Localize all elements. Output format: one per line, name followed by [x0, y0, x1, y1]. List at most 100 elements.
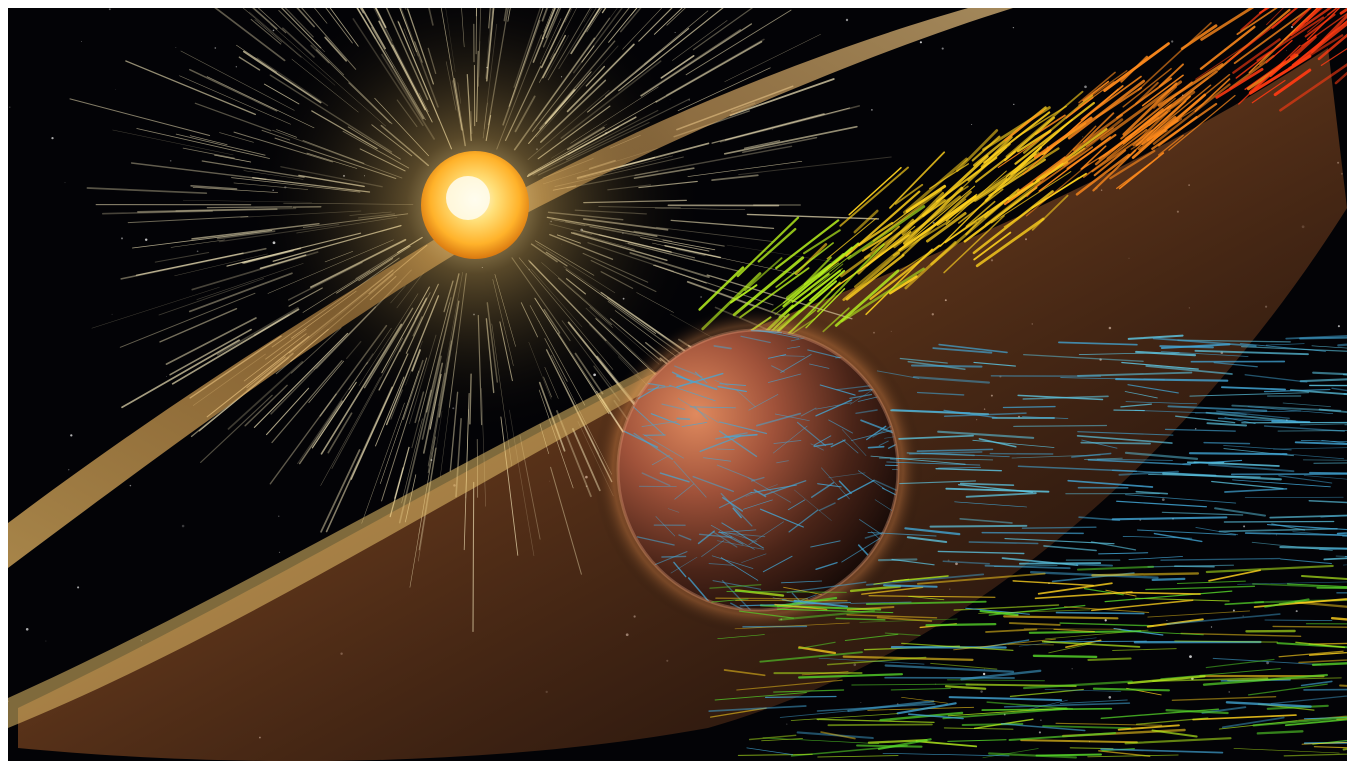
particle-stream [1087, 657, 1132, 661]
particle-stream [1129, 630, 1204, 636]
particle-stream [1122, 82, 1178, 136]
particle-stream [1277, 430, 1347, 432]
particle-stream [888, 275, 918, 295]
particle-stream [1285, 335, 1347, 340]
star [700, 296, 702, 298]
particle-stream [775, 242, 834, 288]
star [169, 160, 172, 162]
particle-stream [642, 433, 684, 459]
particle-stream [774, 413, 810, 422]
particle-stream [1264, 598, 1310, 608]
sun-ray [169, 328, 252, 376]
particle-stream [1007, 161, 1069, 201]
solar-wind-scene [8, 8, 1347, 761]
particle-stream [1247, 406, 1334, 415]
particle-stream [1022, 94, 1094, 154]
particle-stream [1160, 351, 1249, 357]
particle-stream [955, 129, 999, 172]
sun-ray [227, 361, 304, 430]
particle-stream [734, 622, 850, 630]
particle-stream [877, 738, 932, 751]
particle-stream [1093, 149, 1127, 177]
particle-stream [676, 417, 691, 421]
particle-stream [1160, 557, 1281, 561]
particle-stream [1289, 389, 1347, 396]
particle-stream [1205, 658, 1275, 669]
star [196, 250, 199, 253]
particle-stream [830, 234, 910, 291]
particle-stream [1048, 643, 1092, 654]
particle-stream [1016, 156, 1066, 194]
particle-stream [837, 479, 875, 501]
particle-stream [1192, 714, 1297, 721]
particle-stream [1313, 462, 1347, 464]
particle-stream [1300, 440, 1347, 443]
particle-stream [809, 269, 846, 302]
particle-stream [716, 464, 756, 481]
star [1242, 615, 1244, 617]
particle-stream [776, 460, 789, 464]
particle-stream [830, 439, 846, 448]
particle-stream [809, 363, 830, 369]
particle-stream [637, 386, 660, 400]
particle-stream [1034, 116, 1093, 159]
particle-stream [1091, 572, 1200, 577]
particle-stream [959, 517, 1013, 524]
particle-stream [1162, 472, 1282, 481]
star [175, 47, 177, 48]
particle-stream [748, 394, 779, 411]
particle-stream [732, 507, 742, 519]
particle-stream [853, 250, 900, 288]
particle-stream [906, 536, 948, 544]
particle-stream [1005, 90, 1084, 158]
particle-stream [1214, 507, 1267, 517]
particle-stream [793, 599, 849, 608]
particle-stream [1308, 499, 1347, 504]
particle-stream [1067, 79, 1146, 140]
particle-stream [820, 731, 856, 740]
particle-stream [661, 555, 687, 558]
particle-stream [1297, 22, 1347, 64]
particle-stream [1073, 81, 1115, 112]
particle-stream [925, 622, 997, 627]
star [786, 723, 788, 725]
particle-stream [1174, 565, 1215, 568]
particle-stream [1227, 13, 1290, 63]
particle-stream [788, 509, 819, 533]
particle-stream [846, 606, 895, 611]
particle-stream [716, 448, 735, 451]
particle-stream [845, 254, 905, 301]
particle-stream [1127, 384, 1179, 394]
sun-ray [687, 160, 803, 177]
particle-stream [714, 380, 729, 386]
particle-stream [1091, 129, 1154, 173]
particle-stream [884, 430, 898, 439]
particle-stream [813, 435, 832, 446]
particle-stream [1320, 515, 1347, 518]
particle-stream [1188, 452, 1288, 456]
particle-stream [1164, 428, 1236, 432]
particle-stream [944, 685, 987, 690]
particle-stream [1232, 479, 1331, 488]
sun-ray [238, 56, 261, 71]
particle-stream [776, 608, 894, 614]
star [144, 238, 148, 241]
particle-stream [1141, 119, 1179, 146]
sun-ray [666, 38, 765, 96]
particle-stream [1003, 615, 1119, 620]
sun-ray [281, 8, 325, 53]
particle-stream [1053, 628, 1095, 633]
sun-ray [257, 8, 287, 34]
sun-ray [729, 78, 835, 117]
particle-stream [764, 695, 837, 699]
particle-stream [1195, 37, 1259, 80]
star [166, 376, 167, 377]
particle-stream [994, 167, 1027, 194]
particle-stream [965, 492, 1037, 498]
particle-stream [898, 434, 974, 440]
particle-stream [1224, 601, 1265, 606]
particle-stream [1135, 95, 1191, 147]
particle-stream [1058, 341, 1138, 346]
particle-stream [1063, 606, 1150, 614]
particle-stream [988, 752, 1077, 759]
